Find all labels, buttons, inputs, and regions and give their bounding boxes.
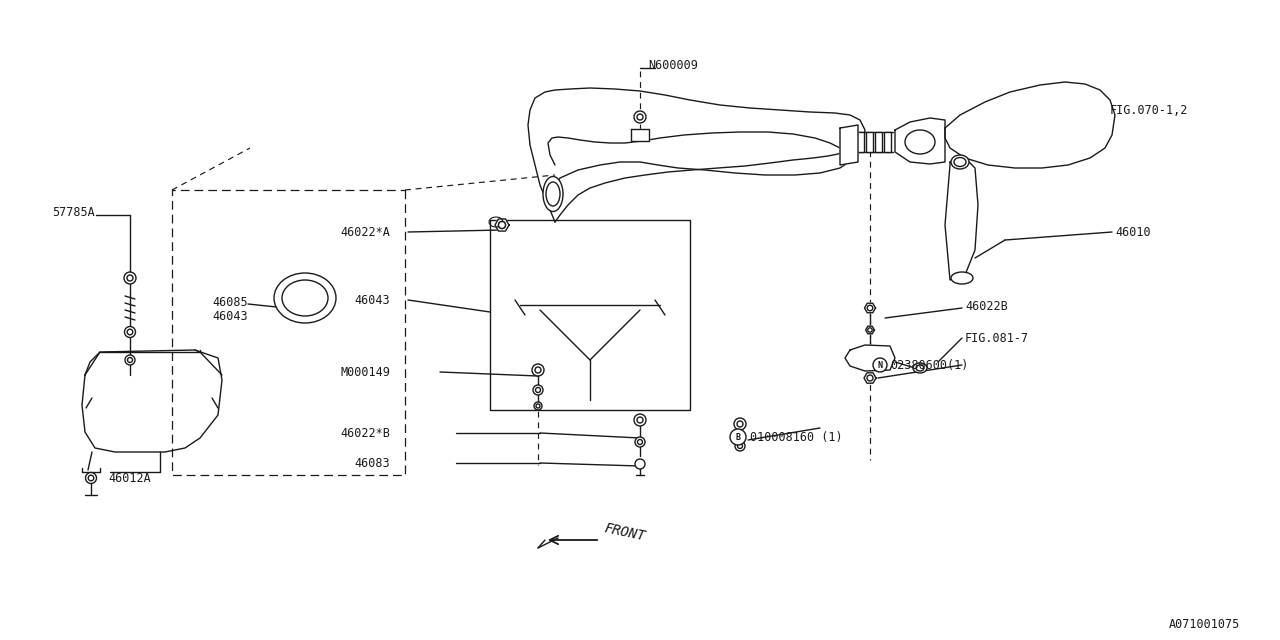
Text: 46022*A: 46022*A	[340, 225, 390, 239]
Circle shape	[88, 475, 93, 481]
Polygon shape	[631, 129, 649, 141]
Circle shape	[637, 417, 643, 423]
Circle shape	[498, 221, 506, 228]
Text: 02380600(1): 02380600(1)	[890, 358, 969, 371]
Text: 46083: 46083	[355, 456, 390, 470]
Text: 010008160 (1): 010008160 (1)	[750, 431, 842, 444]
Polygon shape	[490, 220, 690, 410]
Circle shape	[127, 275, 133, 281]
Circle shape	[730, 429, 746, 445]
Bar	[883, 132, 891, 152]
Bar	[847, 132, 855, 152]
Circle shape	[536, 404, 540, 408]
Bar	[865, 132, 873, 152]
Ellipse shape	[916, 365, 924, 371]
Circle shape	[634, 111, 646, 123]
Polygon shape	[864, 303, 876, 313]
Text: 46022*B: 46022*B	[340, 426, 390, 440]
Ellipse shape	[543, 177, 563, 211]
Text: 57785A: 57785A	[52, 205, 95, 218]
Polygon shape	[945, 82, 1115, 168]
Circle shape	[125, 355, 134, 365]
Ellipse shape	[905, 130, 934, 154]
Circle shape	[733, 418, 746, 430]
Circle shape	[498, 221, 506, 228]
Circle shape	[735, 441, 745, 451]
Polygon shape	[895, 118, 945, 164]
Polygon shape	[945, 158, 978, 280]
Text: N: N	[878, 360, 882, 369]
Text: 46043: 46043	[355, 294, 390, 307]
Bar	[856, 132, 864, 152]
Ellipse shape	[913, 363, 927, 373]
Bar	[874, 132, 882, 152]
Circle shape	[637, 440, 643, 445]
Text: 46043: 46043	[212, 310, 248, 323]
Polygon shape	[840, 125, 858, 165]
Ellipse shape	[951, 155, 969, 169]
Circle shape	[86, 472, 96, 483]
Polygon shape	[845, 345, 895, 371]
Circle shape	[737, 421, 742, 427]
Text: M000149: M000149	[340, 365, 390, 378]
Text: FIG.081-7: FIG.081-7	[965, 332, 1029, 344]
Circle shape	[737, 444, 742, 449]
Circle shape	[635, 437, 645, 447]
Ellipse shape	[274, 273, 337, 323]
Circle shape	[535, 367, 541, 373]
Circle shape	[867, 375, 873, 381]
Text: FRONT: FRONT	[603, 521, 646, 543]
Ellipse shape	[547, 182, 561, 206]
Text: 46085: 46085	[212, 296, 248, 308]
Circle shape	[534, 402, 541, 410]
Circle shape	[124, 272, 136, 284]
Circle shape	[873, 358, 887, 372]
Circle shape	[124, 326, 136, 337]
Circle shape	[127, 329, 133, 335]
Circle shape	[637, 114, 643, 120]
Circle shape	[535, 387, 540, 392]
Ellipse shape	[282, 280, 328, 316]
Polygon shape	[865, 326, 874, 334]
Polygon shape	[864, 373, 876, 383]
Circle shape	[868, 328, 872, 332]
Text: 46012A: 46012A	[108, 472, 151, 484]
Polygon shape	[495, 219, 509, 231]
Circle shape	[532, 385, 543, 395]
Circle shape	[532, 364, 544, 376]
Circle shape	[868, 305, 873, 311]
Text: N600009: N600009	[648, 58, 698, 72]
Text: 46010: 46010	[1115, 225, 1151, 239]
Polygon shape	[82, 350, 221, 452]
Ellipse shape	[954, 157, 966, 166]
Ellipse shape	[951, 272, 973, 284]
Polygon shape	[529, 88, 865, 222]
Circle shape	[128, 358, 133, 362]
Text: FIG.070-1,2: FIG.070-1,2	[1110, 104, 1188, 116]
Text: A071001075: A071001075	[1169, 618, 1240, 632]
Circle shape	[634, 414, 646, 426]
Text: 46022B: 46022B	[965, 300, 1007, 312]
Circle shape	[635, 459, 645, 469]
Text: B: B	[736, 433, 741, 442]
